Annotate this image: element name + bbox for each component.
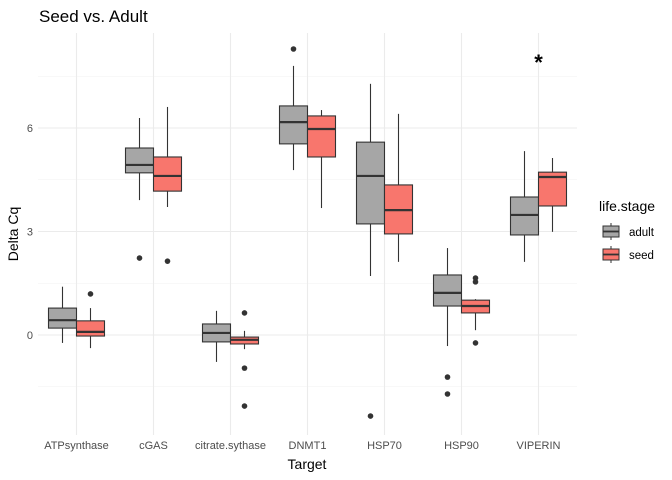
box-adult-citrate.sythase xyxy=(201,310,232,362)
x-tick-label: cGAS xyxy=(139,440,168,452)
box-seed-HSP90 xyxy=(460,299,491,331)
box-body xyxy=(124,147,155,174)
outlier-point xyxy=(241,365,248,371)
box-body xyxy=(432,274,463,307)
box-series xyxy=(47,65,568,362)
outlier-point xyxy=(472,340,479,346)
legend-label: adult xyxy=(629,227,655,239)
box-seed-citrate.sythase xyxy=(229,330,260,350)
legend: life.stage adult seed xyxy=(599,198,655,263)
x-tick-label: ATPsynthase xyxy=(44,440,109,452)
outlier-points xyxy=(87,46,479,419)
x-tick-label: HSP70 xyxy=(367,440,402,452)
outlier-point xyxy=(290,46,297,52)
x-tick-label: VIPERIN xyxy=(516,440,560,452)
box-seed-HSP70 xyxy=(383,113,414,262)
outlier-point xyxy=(472,279,479,285)
outlier-point xyxy=(444,374,451,380)
box-adult-VIPERIN xyxy=(509,151,540,262)
x-tick-label: HSP90 xyxy=(444,440,479,452)
x-axis-ticks: ATPsynthase cGAS citrate.sythase DNMT1 HSP70… xyxy=(44,440,560,452)
y-tick-label: 3 xyxy=(27,227,33,239)
box-adult-ATPsynthase xyxy=(47,286,78,343)
y-tick-label: 6 xyxy=(27,123,33,135)
outlier-point xyxy=(367,413,374,419)
box-body xyxy=(75,320,106,337)
box-body xyxy=(47,307,78,329)
box-adult-HSP70 xyxy=(355,83,386,277)
chart-title: Seed vs. Adult xyxy=(39,7,148,26)
y-axis-ticks: 0 3 6 xyxy=(27,123,33,342)
x-axis-title: Target xyxy=(288,456,327,472)
x-tick-label: DNMT1 xyxy=(289,440,327,452)
box-seed-VIPERIN xyxy=(537,158,568,232)
legend-entry-adult: adult xyxy=(602,223,655,240)
box-body xyxy=(278,105,309,145)
box-body xyxy=(152,156,183,192)
outlier-point xyxy=(241,310,248,316)
box-adult-HSP90 xyxy=(432,248,463,347)
legend-label: seed xyxy=(629,250,654,262)
outlier-point xyxy=(241,403,248,409)
annotations: * xyxy=(534,50,543,75)
grid-lines xyxy=(38,33,577,435)
legend-entry-seed: seed xyxy=(602,246,654,263)
box-seed-DNMT1 xyxy=(306,110,337,209)
outlier-point xyxy=(87,291,94,297)
box-body xyxy=(355,141,386,225)
box-body xyxy=(306,115,337,158)
box-adult-DNMT1 xyxy=(278,65,309,171)
box-seed-cGAS xyxy=(152,106,183,208)
box-seed-ATPsynthase xyxy=(75,308,106,349)
significance-marker: * xyxy=(534,50,543,75)
y-tick-label: 0 xyxy=(27,330,33,342)
x-tick-label: citrate.sythase xyxy=(195,440,266,452)
box-adult-cGAS xyxy=(124,117,155,201)
legend-title: life.stage xyxy=(599,198,655,214)
outlier-point xyxy=(164,258,171,264)
outlier-point xyxy=(444,391,451,397)
y-axis-title: Delta Cq xyxy=(5,207,21,261)
outlier-point xyxy=(136,255,143,261)
